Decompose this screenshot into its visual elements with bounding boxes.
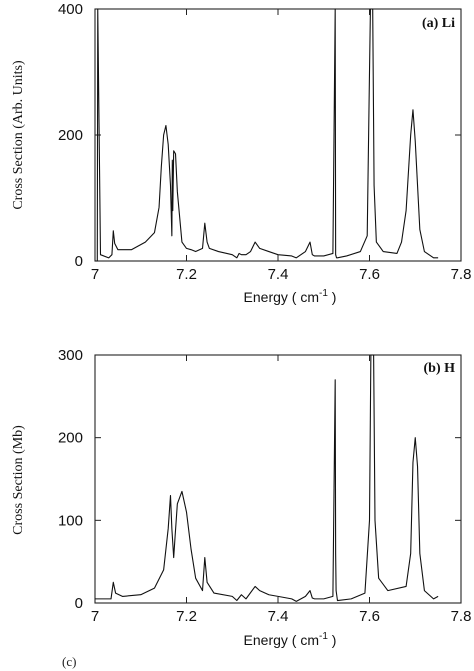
x-axis-title-suffix: ) <box>328 289 337 305</box>
data-curve <box>95 354 439 602</box>
y-tick-label: 0 <box>75 595 83 612</box>
bottom-note: (c) <box>62 654 76 669</box>
panel-a-li: 7 7.2 7.4 7.6 7.8 0 200 400 (a) Li Energy ( cm… <box>11 1 471 305</box>
x-tick-group: 7 7.2 7.4 7.6 7.8 <box>91 9 472 283</box>
x-axis-title-main: Energy ( cm <box>244 632 319 648</box>
y-tick-label: 400 <box>58 1 83 18</box>
y-tick-label: 200 <box>58 127 83 144</box>
x-tick-label: 7.4 <box>268 608 289 625</box>
panel-label: (a) Li <box>422 16 455 31</box>
x-tick-label: 7 <box>91 608 99 625</box>
x-tick-label: 7.6 <box>359 266 380 283</box>
y-tick-group: 0 200 400 <box>58 1 461 270</box>
x-axis-title-sup: -1 <box>319 288 328 299</box>
x-axis-title-sup: -1 <box>319 631 328 642</box>
x-axis-title: Energy ( cm-1 ) <box>244 631 337 648</box>
x-tick-label: 7.8 <box>451 266 472 283</box>
plot-frame <box>94 354 462 604</box>
x-tick-label: 7.6 <box>359 608 380 625</box>
y-tick-label: 0 <box>75 253 83 270</box>
x-axis-title-suffix: ) <box>328 632 337 648</box>
x-tick-label: 7.2 <box>176 608 197 625</box>
x-tick-label: 7.2 <box>176 266 197 283</box>
panel-label: (b) H <box>424 361 456 376</box>
y-tick-label: 100 <box>58 512 83 529</box>
x-tick-label: 7 <box>91 266 99 283</box>
panel-b-h: 7 7.2 7.4 7.6 7.8 0 100 200 300 (b) H Energy ( … <box>11 347 471 648</box>
x-axis-title: Energy ( cm-1 ) <box>244 288 337 305</box>
x-axis-title-main: Energy ( cm <box>244 289 319 305</box>
x-tick-label: 7.4 <box>268 266 289 283</box>
plot-frame <box>94 8 462 262</box>
data-curve <box>95 8 439 262</box>
x-tick-label: 7.8 <box>451 608 472 625</box>
y-axis-title: Cross Section (Arb. Units) <box>11 60 26 210</box>
y-tick-label: 200 <box>58 430 83 447</box>
y-tick-label: 300 <box>58 347 83 364</box>
x-tick-group: 7 7.2 7.4 7.6 7.8 <box>91 355 472 625</box>
y-tick-group: 0 100 200 300 <box>58 347 461 612</box>
y-axis-title: Cross Section (Mb) <box>11 425 26 535</box>
